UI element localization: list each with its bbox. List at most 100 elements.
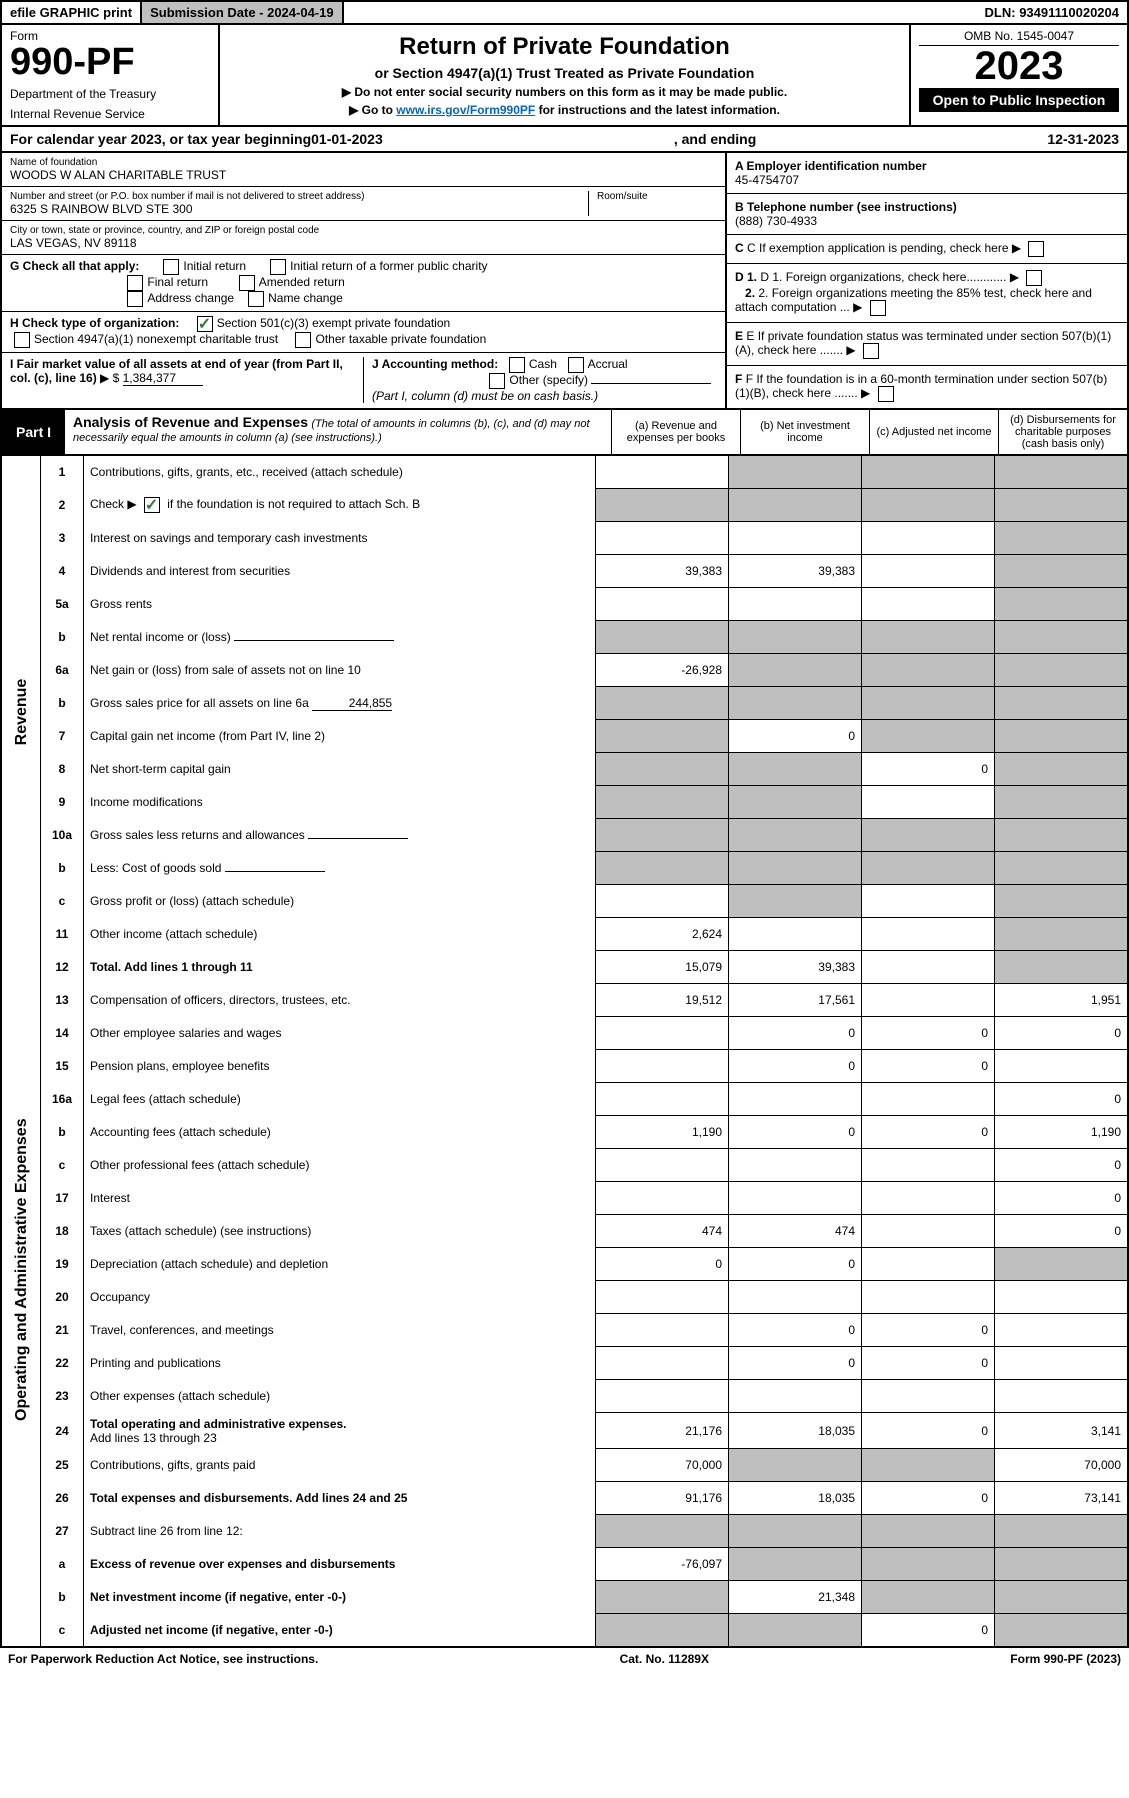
- row-20: 20 Occupancy: [1, 1281, 1128, 1314]
- row-21: 21 Travel, conferences, and meetings 00: [1, 1314, 1128, 1347]
- col-a-hdr: (a) Revenue and expenses per books: [612, 410, 741, 454]
- row-27a: a Excess of revenue over expenses and di…: [1, 1548, 1128, 1581]
- chk-d1[interactable]: [1026, 270, 1042, 286]
- row-5b: b Net rental income or (loss): [1, 621, 1128, 654]
- row-16a: 16a Legal fees (attach schedule) 0: [1, 1083, 1128, 1116]
- row-7: 7 Capital gain net income (from Part IV,…: [1, 720, 1128, 753]
- calyear-pre: For calendar year 2023, or tax year begi…: [10, 131, 311, 147]
- calendar-year-row: For calendar year 2023, or tax year begi…: [0, 127, 1129, 153]
- row-25: 25 Contributions, gifts, grants paid 70,…: [1, 1449, 1128, 1482]
- chk-initial[interactable]: [163, 259, 179, 275]
- city-label: City or town, state or province, country…: [10, 225, 717, 236]
- g-final: Final return: [147, 275, 208, 289]
- h-opt2: Section 4947(a)(1) nonexempt charitable …: [34, 332, 278, 346]
- g-row: G Check all that apply: Initial return I…: [2, 255, 725, 312]
- instr-2-pre: ▶ Go to: [349, 103, 396, 117]
- chk-schb[interactable]: [144, 497, 160, 513]
- j-note: (Part I, column (d) must be on cash basi…: [372, 389, 598, 403]
- h-opt3: Other taxable private foundation: [315, 332, 486, 346]
- address-row: Number and street (or P.O. box number if…: [2, 187, 725, 221]
- footer-right: Form 990-PF (2023): [1010, 1652, 1121, 1666]
- form-subtitle: or Section 4947(a)(1) Trust Treated as P…: [228, 65, 901, 81]
- row-9: 9 Income modifications: [1, 786, 1128, 819]
- phone-row: B Telephone number (see instructions) (8…: [727, 194, 1127, 235]
- ein-label: A Employer identification number: [735, 159, 927, 173]
- row-16c: c Other professional fees (attach schedu…: [1, 1149, 1128, 1182]
- h-opt1: Section 501(c)(3) exempt private foundat…: [217, 316, 450, 330]
- row-15: 15 Pension plans, employee benefits 00: [1, 1050, 1128, 1083]
- chk-e[interactable]: [863, 343, 879, 359]
- row-10b: b Less: Cost of goods sold: [1, 852, 1128, 885]
- row-26: 26 Total expenses and disbursements. Add…: [1, 1482, 1128, 1515]
- chk-501c3[interactable]: [197, 316, 213, 332]
- chk-name[interactable]: [248, 291, 264, 307]
- row-6b: b Gross sales price for all assets on li…: [1, 687, 1128, 720]
- chk-other-method[interactable]: [489, 373, 505, 389]
- calyear-end: 12-31-2023: [1047, 131, 1119, 147]
- part1-desc: Analysis of Revenue and Expenses (The to…: [65, 410, 612, 454]
- footer-mid: Cat. No. 11289X: [620, 1652, 709, 1666]
- chk-cash[interactable]: [509, 357, 525, 373]
- header-left: Form 990-PF Department of the Treasury I…: [2, 25, 220, 125]
- side-revenue: Revenue: [1, 456, 41, 951]
- e-row: E E If private foundation status was ter…: [727, 323, 1127, 366]
- g-initial-former: Initial return of a former public charit…: [290, 259, 487, 273]
- part1-tab: Part I: [2, 410, 65, 454]
- name-label: Name of foundation: [10, 157, 717, 168]
- chk-address[interactable]: [127, 291, 143, 307]
- col-c-hdr: (c) Adjusted net income: [870, 410, 999, 454]
- header-right: OMB No. 1545-0047 2023 Open to Public In…: [911, 25, 1127, 125]
- chk-d2[interactable]: [870, 300, 886, 316]
- chk-amended[interactable]: [239, 275, 255, 291]
- row-23: 23 Other expenses (attach schedule): [1, 1380, 1128, 1413]
- instr-1: ▶ Do not enter social security numbers o…: [228, 85, 901, 99]
- chk-c[interactable]: [1028, 241, 1044, 257]
- ein-row: A Employer identification number 45-4754…: [727, 153, 1127, 194]
- instr-2: ▶ Go to www.irs.gov/Form990PF for instru…: [228, 103, 901, 117]
- row-4: 4 Dividends and interest from securities…: [1, 555, 1128, 588]
- chk-final[interactable]: [127, 275, 143, 291]
- j-label: J Accounting method:: [372, 357, 498, 371]
- addr-label: Number and street (or P.O. box number if…: [10, 191, 580, 202]
- chk-4947[interactable]: [14, 332, 30, 348]
- chk-accrual[interactable]: [568, 357, 584, 373]
- c-row: C C If exemption application is pending,…: [727, 235, 1127, 264]
- row-19: 19 Depreciation (attach schedule) and de…: [1, 1248, 1128, 1281]
- row-10c: c Gross profit or (loss) (attach schedul…: [1, 885, 1128, 918]
- chk-initial-former[interactable]: [270, 259, 286, 275]
- calyear-begin: 01-01-2023: [311, 131, 383, 147]
- header-center: Return of Private Foundation or Section …: [220, 25, 911, 125]
- row-16b: b Accounting fees (attach schedule) 1,19…: [1, 1116, 1128, 1149]
- irs-label: Internal Revenue Service: [10, 107, 210, 121]
- dln-label: DLN: 93491110020204: [977, 2, 1127, 23]
- d-row: D 1. D 1. Foreign organizations, check h…: [727, 264, 1127, 323]
- row-24: 24 Total operating and administrative ex…: [1, 1413, 1128, 1449]
- irs-link[interactable]: www.irs.gov/Form990PF: [396, 103, 535, 117]
- form-header: Form 990-PF Department of the Treasury I…: [0, 25, 1129, 127]
- info-right: A Employer identification number 45-4754…: [725, 153, 1127, 408]
- row-5a: 5a Gross rents: [1, 588, 1128, 621]
- col-b-hdr: (b) Net investment income: [741, 410, 870, 454]
- form-number: 990-PF: [10, 43, 210, 81]
- part1-header: Part I Analysis of Revenue and Expenses …: [0, 410, 1129, 456]
- row-12: 12 Total. Add lines 1 through 11 15,0793…: [1, 951, 1128, 984]
- form-page: efile GRAPHIC print Submission Date - 20…: [0, 0, 1129, 1670]
- submission-date: Submission Date - 2024-04-19: [142, 2, 344, 23]
- side-expenses: Operating and Administrative Expenses: [1, 984, 41, 1581]
- top-bar: efile GRAPHIC print Submission Date - 20…: [0, 0, 1129, 25]
- g-address: Address change: [147, 291, 234, 305]
- ein-value: 45-4754707: [735, 173, 799, 187]
- chk-other-tax[interactable]: [295, 332, 311, 348]
- chk-f[interactable]: [878, 386, 894, 402]
- row-3: 3 Interest on savings and temporary cash…: [1, 522, 1128, 555]
- row-13: Operating and Administrative Expenses 13…: [1, 984, 1128, 1017]
- phone-value: (888) 730-4933: [735, 214, 817, 228]
- j-cash: Cash: [529, 357, 557, 371]
- name-row: Name of foundation WOODS W ALAN CHARITAB…: [2, 153, 725, 187]
- ij-row: I Fair market value of all assets at end…: [2, 353, 725, 407]
- info-block: Name of foundation WOODS W ALAN CHARITAB…: [0, 153, 1129, 410]
- g-label: G Check all that apply:: [10, 259, 139, 273]
- open-inspection: Open to Public Inspection: [919, 88, 1119, 112]
- part1-title: Analysis of Revenue and Expenses: [73, 414, 308, 430]
- city-row: City or town, state or province, country…: [2, 221, 725, 255]
